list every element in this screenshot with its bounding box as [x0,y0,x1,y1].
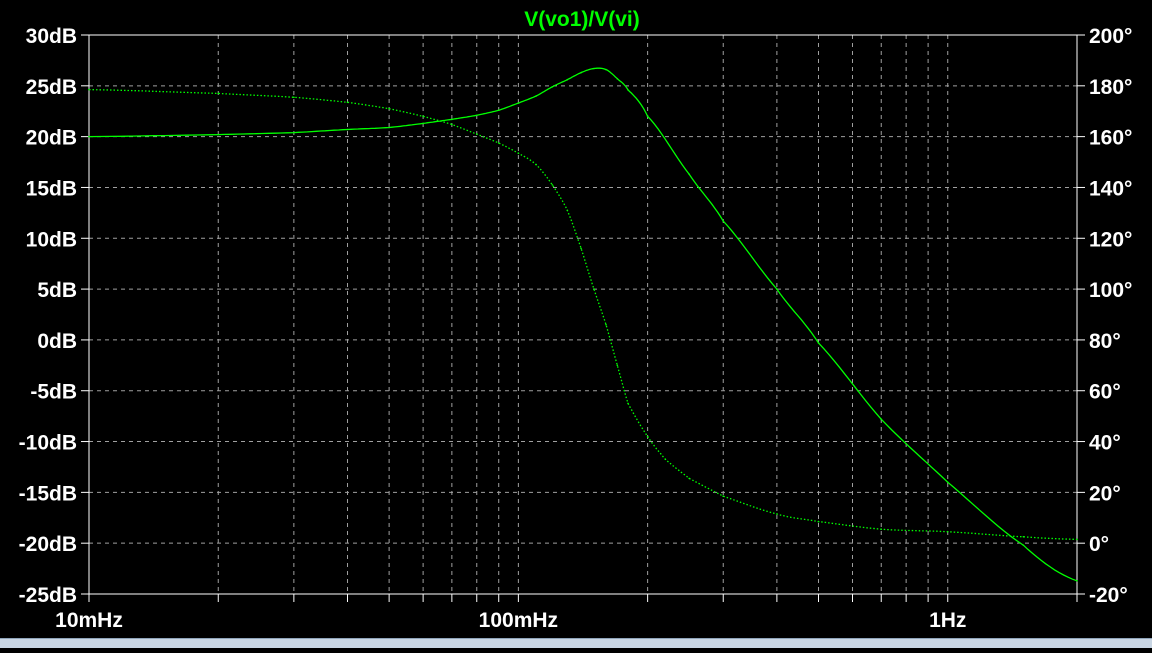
phase-point [776,513,778,515]
left-axis-tick-label: 15dB [26,177,77,200]
phase-point [346,101,349,104]
magnitude-point [1022,544,1025,546]
phase-point [497,142,500,144]
phase-point [517,152,520,154]
right-axis-tick-label: 20° [1089,482,1121,505]
series-layer [88,67,1078,582]
phase-point [880,528,882,530]
phase-point [551,184,554,186]
left-axis-tick-label: -25dB [19,584,77,607]
magnitude-point [476,114,478,117]
phase-point [946,530,949,533]
right-axis-tick-label: 120° [1089,228,1132,251]
phase-trace[interactable] [88,88,1078,541]
x-axis-tick-label: 1Hz [929,609,966,632]
chart-title[interactable]: V(vo1)/V(vi) [524,8,640,31]
left-axis-tick-label: 20dB [26,127,77,150]
phase-point [664,458,667,461]
phase-point [566,209,569,212]
magnitude-point [593,67,595,70]
magnitude-point [517,102,520,104]
grid [89,35,1077,594]
magnitude-point [946,481,949,484]
plot-frame [88,34,1078,595]
left-axis-tick-label: -5dB [30,381,77,404]
magnitude-point [566,78,569,81]
magnitude-point [88,135,90,138]
right-axis-tick-label: 40° [1089,432,1121,455]
left-axis-tick-label: 25dB [26,76,77,99]
phase-point [88,88,90,91]
right-axis-tick-label: 180° [1089,76,1132,99]
magnitude-point [817,342,820,344]
phase-point [616,364,619,367]
magnitude-trace[interactable] [88,67,1078,582]
phase-point [422,115,424,118]
right-axis-tick-label: 60° [1089,381,1121,404]
magnitude-point [535,95,537,97]
magnitude-point [388,126,390,129]
left-axis-tick-label: 0dB [37,330,77,353]
magnitude-point [722,220,724,222]
magnitude-point [346,128,349,131]
left-axis-tick-label: 5dB [37,279,77,302]
magnitude-point [422,122,424,125]
phase-point [593,288,595,290]
x-axis-tick-label: 10mHz [55,609,123,632]
phase-point [535,163,537,166]
axis-ticks [81,34,1085,602]
left-axis-tick-label: -20dB [19,533,77,556]
phase-point [293,96,295,99]
left-axis-tick-label: -10dB [19,432,77,455]
right-axis-tick-label: 0° [1089,533,1109,556]
phase-point [646,435,649,438]
phase-point [817,520,820,523]
phase-point [1022,536,1025,538]
left-axis-tick-label: 30dB [26,25,77,48]
right-axis-tick-label: 200° [1089,25,1132,48]
magnitude-point [551,86,554,88]
magnitude-point [293,131,295,134]
magnitude-point [580,71,582,74]
left-axis-tick-label: -15dB [19,482,77,505]
magnitude-point [688,173,690,175]
phase-point [688,477,690,480]
status-strip [0,638,1152,648]
right-axis-tick-label: 100° [1089,279,1132,302]
magnitude-point [605,68,607,71]
right-axis-tick-label: 140° [1089,177,1132,200]
magnitude-point [627,89,629,91]
magnitude-point [1076,580,1078,582]
right-axis-tick-label: -20° [1089,584,1128,607]
phase-point [451,123,453,126]
phase-point [217,92,220,95]
magnitude-point [217,133,220,136]
phase-point [605,323,607,326]
magnitude-point [451,118,453,121]
phase-point [580,247,582,250]
magnitude-point [616,77,619,80]
magnitude-point [776,288,778,290]
phase-point [388,107,390,110]
phase-point [627,402,629,405]
magnitude-point [497,109,500,111]
magnitude-point [646,115,649,118]
right-axis-tick-label: 160° [1089,127,1132,150]
x-axis-tick-label: 100mHz [479,609,558,632]
phase-point [476,133,478,135]
phase-point [1076,538,1078,541]
axis-labels: 30dB 25dB 20dB 15dB 10dB 5dB 0dB -5dB -10dB -15dB… [19,25,1133,632]
phase-point [722,495,724,498]
left-axis-tick-label: 10dB [26,228,77,251]
right-axis-tick-label: 80° [1089,330,1121,353]
magnitude-point [880,418,882,421]
